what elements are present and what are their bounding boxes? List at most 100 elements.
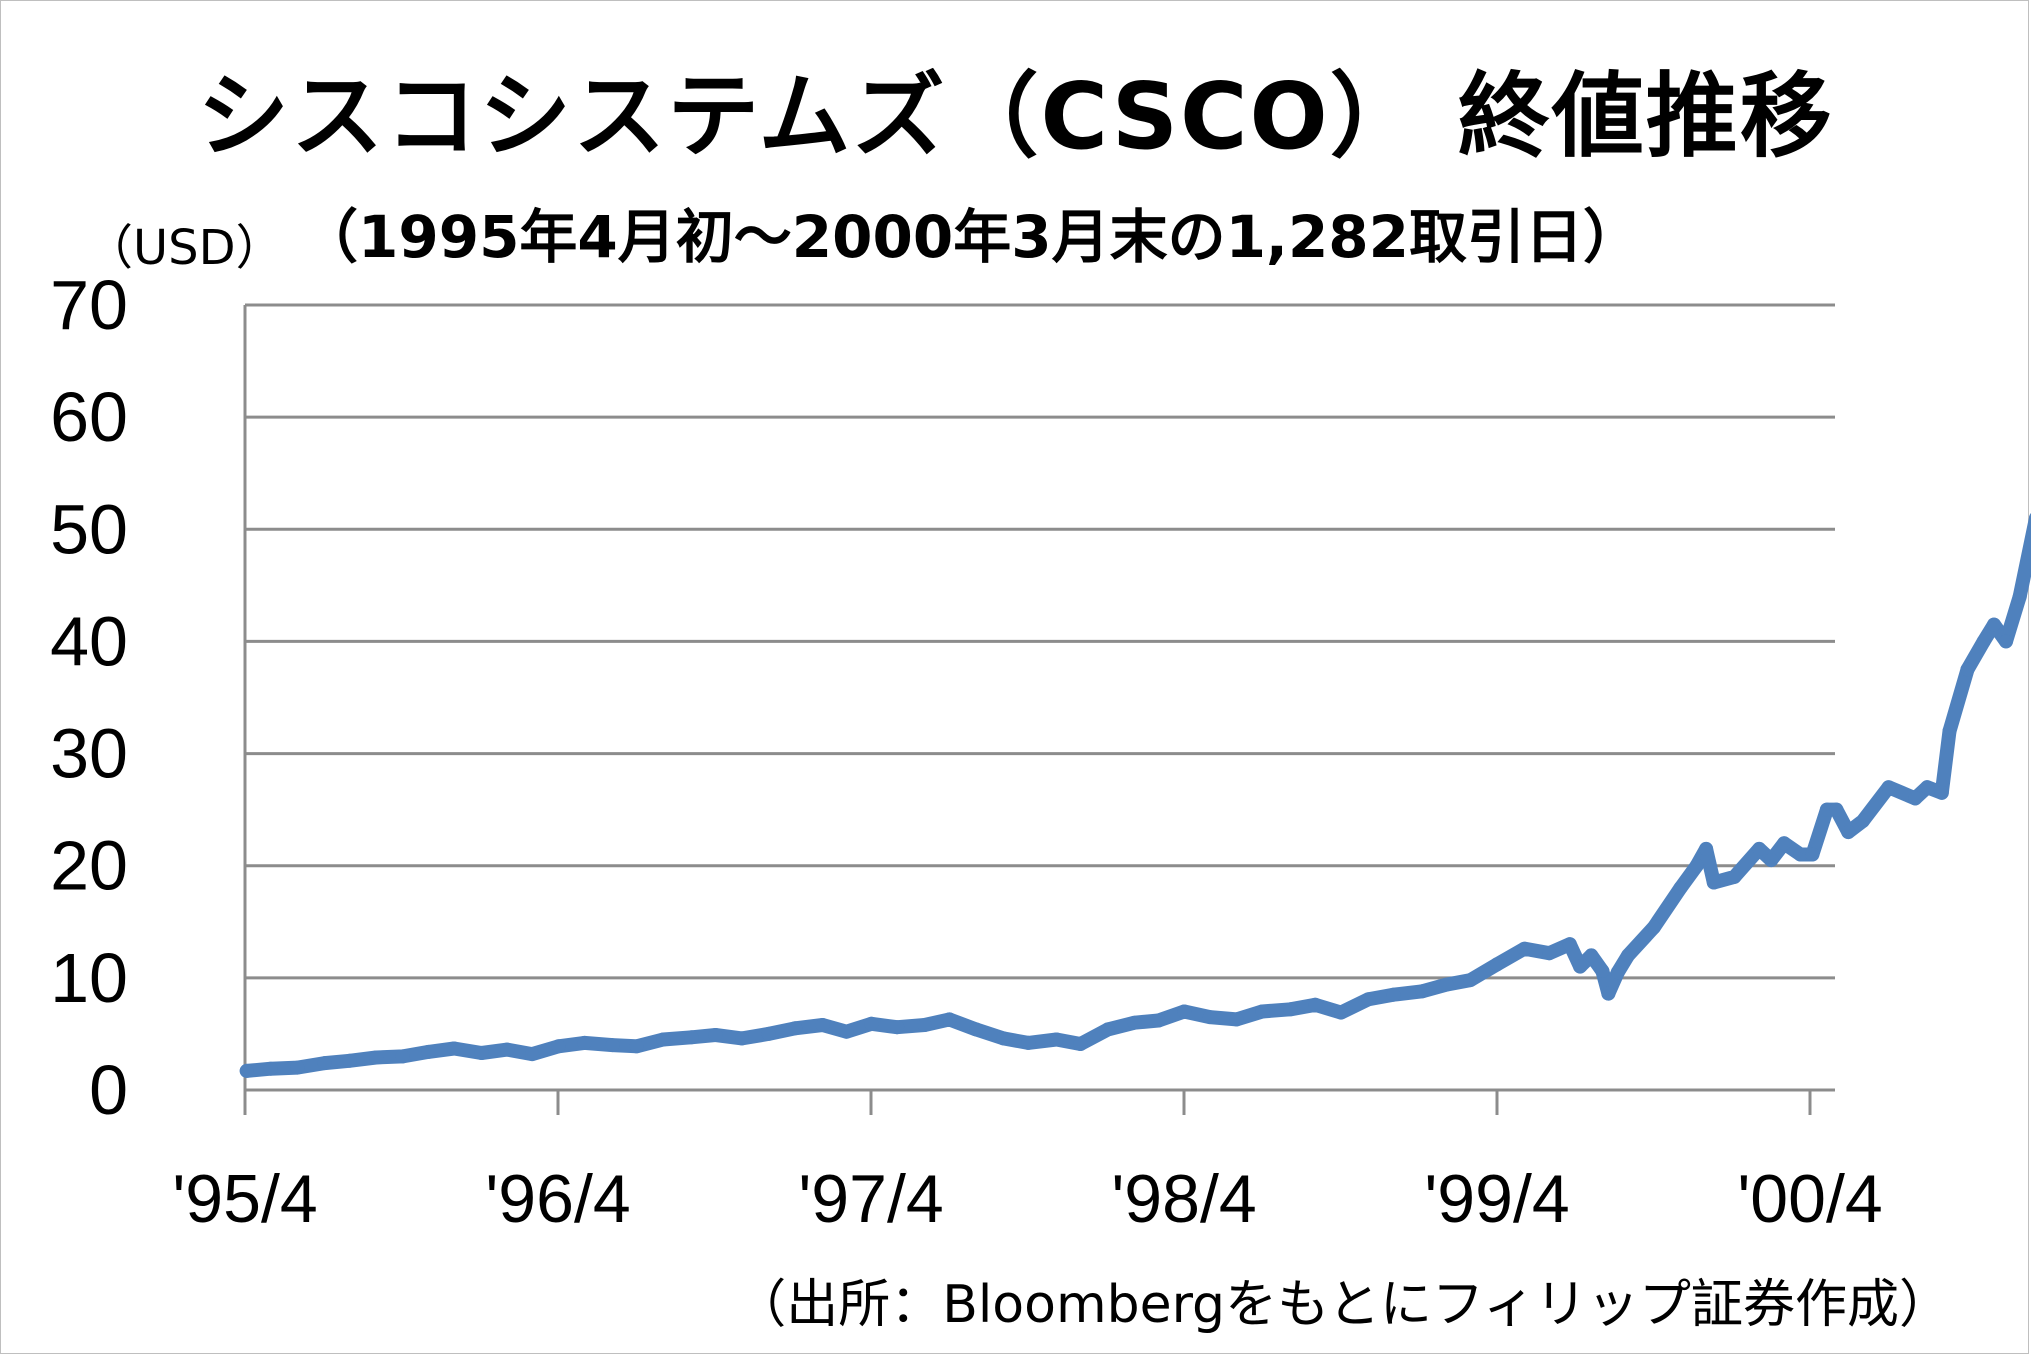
data-point-57	[1621, 948, 1636, 963]
data-point-48	[1490, 957, 1504, 972]
data-point-19	[735, 1031, 749, 1046]
data-point-0	[239, 1063, 254, 1078]
series-group	[239, 512, 2031, 1078]
y-axis-unit-label: （USD）	[85, 220, 284, 276]
data-point-66	[1777, 836, 1792, 851]
data-point-46	[1439, 977, 1454, 992]
data-point-32	[1073, 1037, 1088, 1051]
data-point-29	[996, 1031, 1011, 1046]
data-point-59	[1673, 881, 1688, 896]
data-point-16	[656, 1032, 671, 1047]
data-point-82	[2012, 589, 2027, 604]
y-tick-label-2: 20	[50, 827, 128, 905]
data-point-78	[1960, 662, 1975, 677]
data-point-12	[551, 1039, 566, 1054]
data-point-64	[1752, 841, 1767, 856]
data-point-39	[1255, 1004, 1270, 1019]
x-tick-label-3: '98/4	[1111, 1161, 1256, 1237]
data-point-75	[1920, 780, 1935, 795]
data-point-31	[1049, 1032, 1064, 1047]
data-point-28	[969, 1022, 983, 1037]
data-point-62	[1706, 875, 1721, 890]
data-point-68	[1805, 847, 1820, 862]
data-point-70	[1829, 802, 1844, 817]
data-point-73	[1881, 780, 1896, 795]
x-tick-label-0: '95/4	[172, 1161, 317, 1237]
data-point-77	[1942, 724, 1957, 739]
data-point-14	[605, 1038, 620, 1053]
y-tick-label-4: 40	[50, 602, 128, 680]
data-point-13	[577, 1035, 592, 1050]
x-tick-label-4: '99/4	[1424, 1161, 1569, 1237]
data-point-8	[447, 1041, 462, 1056]
data-point-15	[629, 1039, 644, 1054]
y-tick-label-5: 50	[50, 490, 128, 568]
x-axis-ticks: '95/4 '96/4 '97/4 '98/4 '99/4 '00/4	[172, 1090, 1883, 1237]
data-point-37	[1202, 1010, 1217, 1025]
data-point-17	[684, 1030, 699, 1045]
data-point-79	[1976, 634, 1991, 649]
data-point-80	[1987, 617, 2001, 632]
y-tick-label-7: 70	[50, 266, 128, 344]
data-point-49	[1517, 941, 1532, 956]
data-point-33	[1100, 1022, 1115, 1037]
data-point-35	[1151, 1013, 1166, 1028]
data-point-54	[1595, 964, 1610, 979]
data-point-30	[1021, 1035, 1036, 1050]
chart-subtitle: （1995年4月初～2000年3月末の1,282取引日）	[300, 203, 1642, 271]
data-point-34	[1127, 1015, 1142, 1030]
data-point-41	[1308, 997, 1323, 1012]
data-point-1	[263, 1061, 278, 1076]
data-point-26	[917, 1018, 932, 1032]
gridlines	[245, 303, 1835, 980]
data-point-60	[1689, 858, 1704, 873]
chart-title: シスコシステムズ（CSCO） 終値推移	[197, 63, 1834, 170]
data-point-9	[474, 1046, 489, 1060]
data-point-7	[421, 1044, 436, 1059]
y-tick-label-3: 30	[50, 715, 128, 793]
data-point-50	[1542, 946, 1557, 961]
data-point-11	[525, 1047, 540, 1062]
y-tick-label-1: 10	[50, 939, 128, 1017]
data-point-10	[500, 1042, 515, 1057]
data-point-63	[1727, 869, 1742, 884]
data-point-21	[788, 1021, 803, 1036]
data-point-24	[864, 1016, 879, 1031]
data-point-81	[1999, 634, 2013, 649]
data-point-72	[1855, 813, 1870, 828]
axes	[243, 305, 1835, 1092]
data-point-52	[1573, 959, 1588, 974]
data-point-3	[317, 1056, 332, 1071]
data-point-36	[1177, 1004, 1192, 1019]
source-note: （出所：Bloombergをもとにフィリップ証券作成）	[734, 1275, 1951, 1335]
y-tick-label-0: 0	[89, 1051, 128, 1129]
data-point-74	[1908, 791, 1923, 806]
data-point-20	[761, 1026, 776, 1041]
series-line-0	[239, 512, 2031, 1078]
data-point-40	[1283, 1002, 1298, 1017]
data-point-56	[1610, 965, 1625, 980]
data-point-23	[839, 1024, 854, 1039]
data-point-55	[1601, 986, 1616, 1001]
y-axis-ticks: 0 10 20 30 40 50 60 70	[50, 266, 128, 1129]
y-tick-label-6: 60	[50, 378, 128, 456]
data-point-6	[395, 1049, 410, 1064]
data-point-51	[1562, 937, 1577, 952]
data-point-45	[1415, 984, 1430, 999]
data-point-42	[1334, 1005, 1348, 1020]
data-point-53	[1584, 948, 1599, 963]
data-point-61	[1699, 841, 1714, 856]
data-point-44	[1386, 987, 1401, 1002]
data-point-18	[708, 1028, 723, 1042]
x-tick-label-2: '97/4	[798, 1161, 943, 1237]
data-point-43	[1361, 992, 1376, 1007]
data-point-22	[815, 1018, 830, 1032]
data-point-47	[1463, 973, 1478, 988]
data-point-65	[1764, 853, 1779, 868]
data-point-4	[342, 1053, 357, 1068]
data-point-25	[890, 1020, 905, 1035]
data-point-27	[942, 1012, 957, 1027]
x-tick-label-1: '96/4	[485, 1161, 630, 1237]
